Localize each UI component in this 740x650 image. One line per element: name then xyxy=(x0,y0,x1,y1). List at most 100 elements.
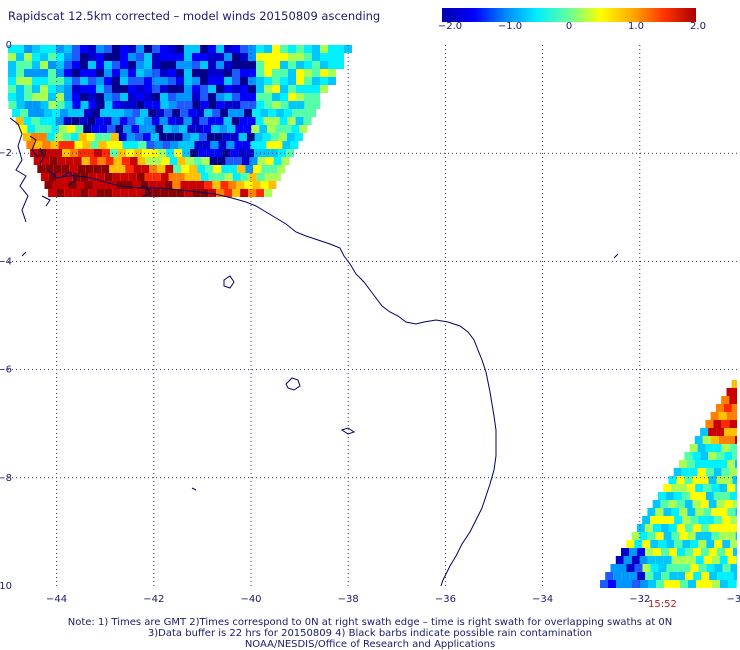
wind-cell xyxy=(106,141,115,149)
wind-cell xyxy=(639,532,648,540)
wind-cell xyxy=(215,117,224,125)
wind-cell xyxy=(80,45,88,53)
wind-cell xyxy=(32,101,41,109)
island-atoll-1 xyxy=(223,275,235,289)
wind-cell xyxy=(96,189,105,197)
wind-cell xyxy=(192,69,200,77)
wind-cell xyxy=(303,117,312,125)
lat-tick-label: −6 xyxy=(0,365,12,376)
wind-cell xyxy=(136,173,145,181)
wind-cell xyxy=(734,388,737,396)
wind-cell xyxy=(663,484,672,492)
wind-cell xyxy=(669,548,677,556)
wind-cell xyxy=(57,157,66,165)
wind-cell xyxy=(296,61,304,69)
wind-cell xyxy=(681,468,690,476)
wind-cell xyxy=(608,580,616,588)
wind-cell xyxy=(713,468,722,476)
wind-cell xyxy=(692,524,701,532)
wind-cell xyxy=(115,125,124,133)
wind-cell xyxy=(224,101,233,109)
wind-cell xyxy=(703,484,712,492)
wind-cell xyxy=(661,548,669,556)
wind-cell xyxy=(272,53,280,61)
coastal-islands xyxy=(9,117,151,223)
wind-cell xyxy=(729,420,737,428)
wind-cell xyxy=(600,580,608,588)
wind-cell xyxy=(735,460,737,468)
wind-cell xyxy=(189,165,198,173)
wind-cell xyxy=(320,45,328,53)
wind-cell xyxy=(88,69,96,77)
wind-cell xyxy=(700,500,709,508)
wind-cell xyxy=(112,69,120,77)
wind-cell xyxy=(703,532,712,540)
wind-cell xyxy=(157,165,166,173)
wind-cell xyxy=(64,61,72,69)
wind-cell xyxy=(144,61,152,69)
wind-cell xyxy=(112,93,120,101)
wind-cell xyxy=(225,157,234,165)
wind-cell xyxy=(272,93,280,101)
wind-cell xyxy=(240,189,249,197)
wind-cell xyxy=(665,492,674,500)
wind-cell xyxy=(128,45,136,53)
wind-cell xyxy=(264,45,272,53)
wind-cell xyxy=(86,133,95,141)
wind-cell xyxy=(80,85,88,93)
wind-cell xyxy=(719,556,728,564)
wind-cell xyxy=(218,141,227,149)
wind-cell xyxy=(152,69,160,77)
wind-cell xyxy=(93,165,102,173)
wind-cell xyxy=(687,532,696,540)
wind-cell xyxy=(660,500,669,508)
wind-cell xyxy=(129,157,138,165)
wind-cell xyxy=(296,77,304,85)
wind-cell xyxy=(174,149,183,157)
wind-cell xyxy=(645,572,654,580)
wind-cell xyxy=(118,133,127,141)
wind-cell xyxy=(264,61,272,69)
wind-cell xyxy=(58,141,67,149)
wind-cell xyxy=(128,53,136,61)
wind-cell xyxy=(674,540,683,548)
wind-cell xyxy=(727,556,736,564)
wind-cell xyxy=(187,125,196,133)
wind-cell xyxy=(272,61,280,69)
wind-cell xyxy=(144,77,152,85)
wind-cell xyxy=(240,69,248,77)
wind-cell xyxy=(154,141,163,149)
wind-cell xyxy=(714,564,723,572)
wind-cell xyxy=(250,141,259,149)
wind-cell xyxy=(104,189,113,197)
wind-cell xyxy=(296,85,304,93)
wind-cell xyxy=(152,101,161,109)
wind-cell xyxy=(148,109,157,117)
wind-cell xyxy=(124,109,132,117)
wind-cell xyxy=(176,53,184,61)
wind-cell xyxy=(176,77,184,85)
wind-cell xyxy=(8,77,16,85)
wind-cell xyxy=(112,53,120,61)
wind-cell xyxy=(261,165,270,173)
wind-cell xyxy=(119,117,128,125)
wind-cell xyxy=(320,77,328,85)
wind-cell xyxy=(48,85,56,93)
wind-cell xyxy=(669,572,678,580)
wind-cell xyxy=(28,109,37,117)
wind-cell xyxy=(54,133,63,141)
wind-cell xyxy=(40,101,49,109)
wind-cell xyxy=(144,69,152,77)
wind-cell xyxy=(31,117,40,125)
wind-cell xyxy=(104,53,112,61)
wind-cell xyxy=(238,133,247,141)
wind-cell xyxy=(679,508,688,516)
wind-cell xyxy=(248,189,257,197)
wind-cell xyxy=(265,157,274,165)
wind-cell xyxy=(184,61,192,69)
wind-cell xyxy=(44,181,53,189)
wind-cell xyxy=(626,564,635,572)
wind-cell xyxy=(200,77,208,85)
wind-cell xyxy=(692,452,701,460)
wind-cell xyxy=(720,580,728,588)
